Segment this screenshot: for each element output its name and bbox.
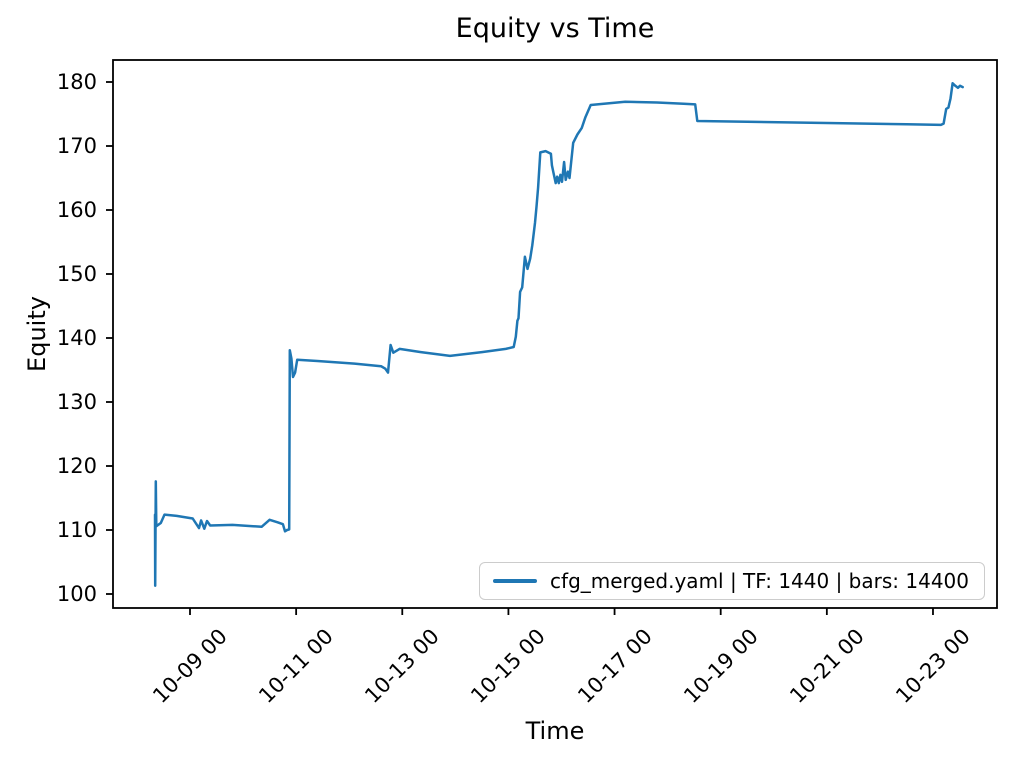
y-tick-label: 140 xyxy=(56,326,97,350)
y-tick-label: 180 xyxy=(56,70,97,94)
equity-line xyxy=(153,82,964,587)
y-tick-label: 130 xyxy=(56,390,97,414)
legend: cfg_merged.yaml | TF: 1440 | bars: 14400 xyxy=(479,562,985,600)
legend-line-sample-icon xyxy=(493,579,538,583)
x-axis-label: Time xyxy=(525,717,585,745)
chart-title: Equity vs Time xyxy=(455,13,655,44)
axes-frame xyxy=(112,59,998,609)
legend-label: cfg_merged.yaml | TF: 1440 | bars: 14400 xyxy=(550,569,969,593)
y-tick-label: 120 xyxy=(56,454,97,478)
y-tick-label: 100 xyxy=(56,582,97,606)
y-tick-label: 150 xyxy=(56,262,97,286)
y-tick-label: 160 xyxy=(56,198,97,222)
y-tick-label: 170 xyxy=(56,134,97,158)
y-tick-label: 110 xyxy=(56,518,97,542)
